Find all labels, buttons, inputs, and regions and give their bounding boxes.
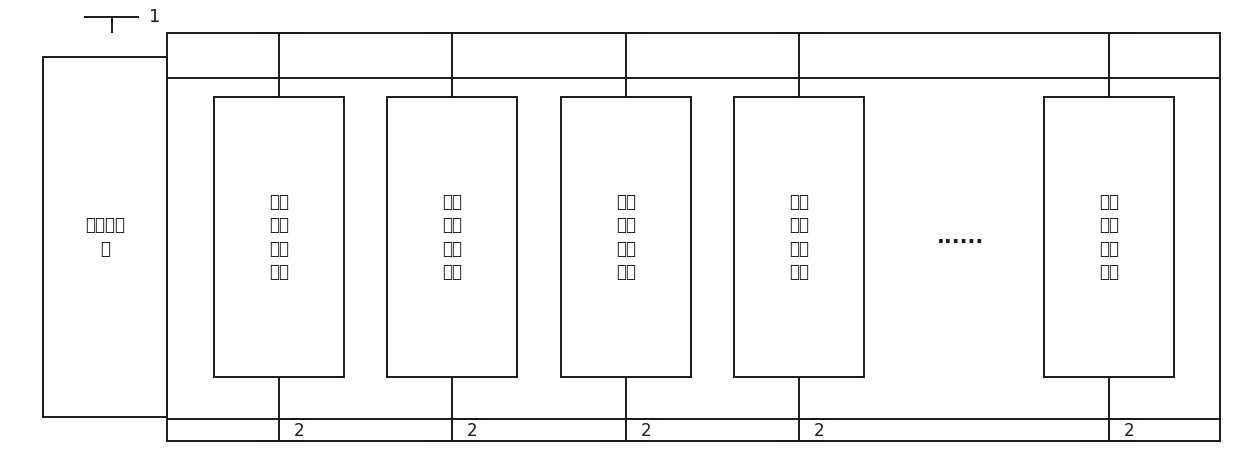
Text: 电池
单元
控制
模块: 电池 单元 控制 模块 [789, 192, 809, 282]
Bar [167, 33, 1220, 441]
Text: 电池
单元
控制
模块: 电池 单元 控制 模块 [616, 192, 636, 282]
Bar [214, 97, 343, 377]
Text: 电池
单元
控制
模块: 电池 单元 控制 模块 [1099, 192, 1119, 282]
Text: 2: 2 [294, 422, 305, 440]
Bar [43, 57, 167, 417]
Text: 电池
单元
控制
模块: 电池 单元 控制 模块 [442, 192, 462, 282]
Text: 电池
单元
控制
模块: 电池 单元 控制 模块 [269, 192, 289, 282]
Bar [560, 97, 691, 377]
Text: 2: 2 [1124, 422, 1135, 440]
Bar [1043, 97, 1175, 377]
Bar [387, 97, 518, 377]
Text: ......: ...... [937, 227, 984, 247]
Text: 1: 1 [149, 8, 160, 26]
Text: 2: 2 [641, 422, 652, 440]
Text: 2: 2 [467, 422, 478, 440]
Bar [733, 97, 865, 377]
Text: 2: 2 [814, 422, 825, 440]
Text: 电池控制
板: 电池控制 板 [85, 216, 125, 258]
